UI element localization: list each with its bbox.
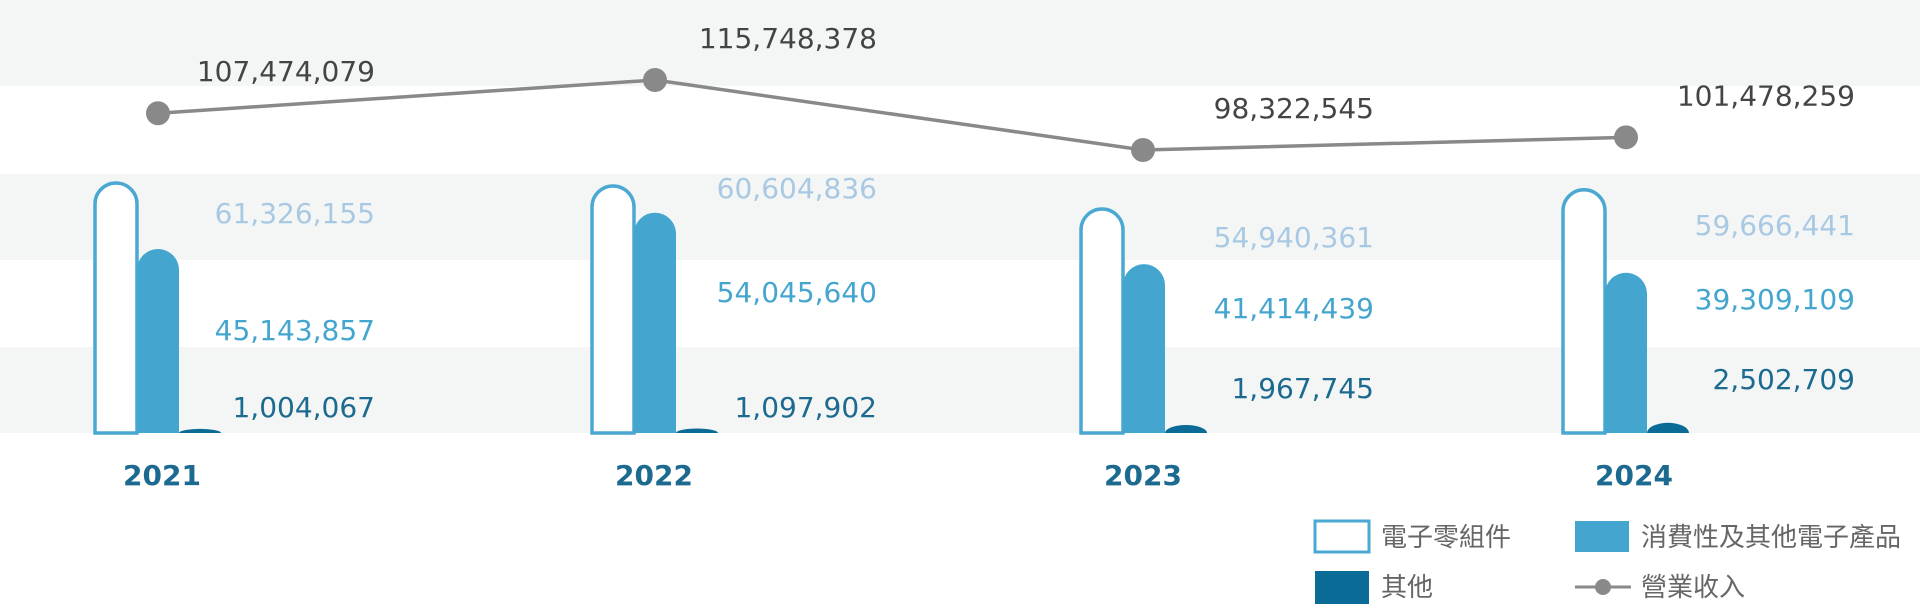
legend-label-revenue: 營業收入 — [1641, 573, 1745, 603]
legend-swatch-consumer — [1575, 521, 1629, 552]
legend-label-other: 其他 — [1381, 573, 1433, 603]
year-label-2023: 2023 — [1104, 459, 1182, 492]
stripe-0 — [0, 0, 1920, 86]
legend-label-components: 電子零組件 — [1381, 523, 1511, 553]
bar-components-2021 — [93, 181, 139, 435]
bar-label-components-2024: 59,666,441 — [1695, 209, 1855, 242]
bar-label-other-2022: 1,097,902 — [734, 391, 877, 424]
bar-label-consumer-2023: 41,414,439 — [1214, 292, 1374, 325]
bar-group — [93, 181, 1689, 435]
revenue-point-2023 — [1131, 138, 1155, 162]
year-label-2022: 2022 — [615, 459, 693, 492]
revenue-point-2024 — [1614, 125, 1638, 150]
revenue-label-2021: 107,474,079 — [197, 55, 375, 88]
revenue-point-2021 — [146, 101, 170, 126]
year-label-2021: 2021 — [123, 459, 201, 492]
bar-label-consumer-2024: 39,309,109 — [1695, 283, 1855, 316]
bar-label-consumer-2021: 45,143,857 — [215, 314, 375, 347]
revenue-line-path — [157, 78, 1627, 152]
bar-label-other-2021: 1,004,067 — [232, 391, 375, 424]
bar-components-2024 — [1561, 188, 1607, 435]
bar-consumer-2024 — [1605, 272, 1647, 433]
bar-label-components-2023: 54,940,361 — [1214, 221, 1374, 254]
bar-components-2023 — [1079, 207, 1125, 435]
revenue-line: 107,474,079 115,748,378 98,322,545 101,478,… — [146, 22, 1855, 162]
bar-consumer-2022 — [634, 212, 676, 433]
year-label-2024: 2024 — [1595, 459, 1673, 492]
bar-other-2023 — [1165, 424, 1207, 433]
bar-label-components-2022: 60,604,836 — [717, 172, 877, 205]
bar-label-consumer-2022: 54,045,640 — [717, 276, 877, 309]
legend: 電子零組件 消費性及其他電子產品 其他 營業收入 — [1313, 519, 1901, 604]
bar-components-2022 — [590, 184, 636, 435]
legend-swatch-other — [1315, 571, 1369, 604]
bar-label-other-2023: 1,967,745 — [1231, 372, 1374, 405]
bar-consumer-2021 — [137, 248, 179, 433]
revenue-label-2023: 98,322,545 — [1214, 92, 1374, 125]
legend-swatch-components — [1313, 519, 1371, 554]
bar-consumer-2023 — [1123, 264, 1165, 433]
legend-swatch-line-dot — [1595, 579, 1611, 595]
revenue-label-2024: 101,478,259 — [1677, 79, 1855, 112]
year-labels: 2021 2022 2023 2024 — [123, 459, 1673, 492]
bar-other-2021 — [179, 428, 221, 433]
bar-other-2024 — [1647, 422, 1689, 433]
legend-label-consumer: 消費性及其他電子產品 — [1641, 523, 1901, 553]
revenue-label-2022: 115,748,378 — [699, 22, 877, 55]
bar-other-2022 — [676, 428, 718, 433]
bar-label-other-2024: 2,502,709 — [1712, 363, 1855, 396]
revenue-point-2022 — [643, 68, 667, 92]
bar-label-components-2021: 61,326,155 — [215, 197, 375, 230]
bar-labels: 61,326,155 45,143,857 1,004,067 60,604,836 5… — [215, 172, 1855, 424]
